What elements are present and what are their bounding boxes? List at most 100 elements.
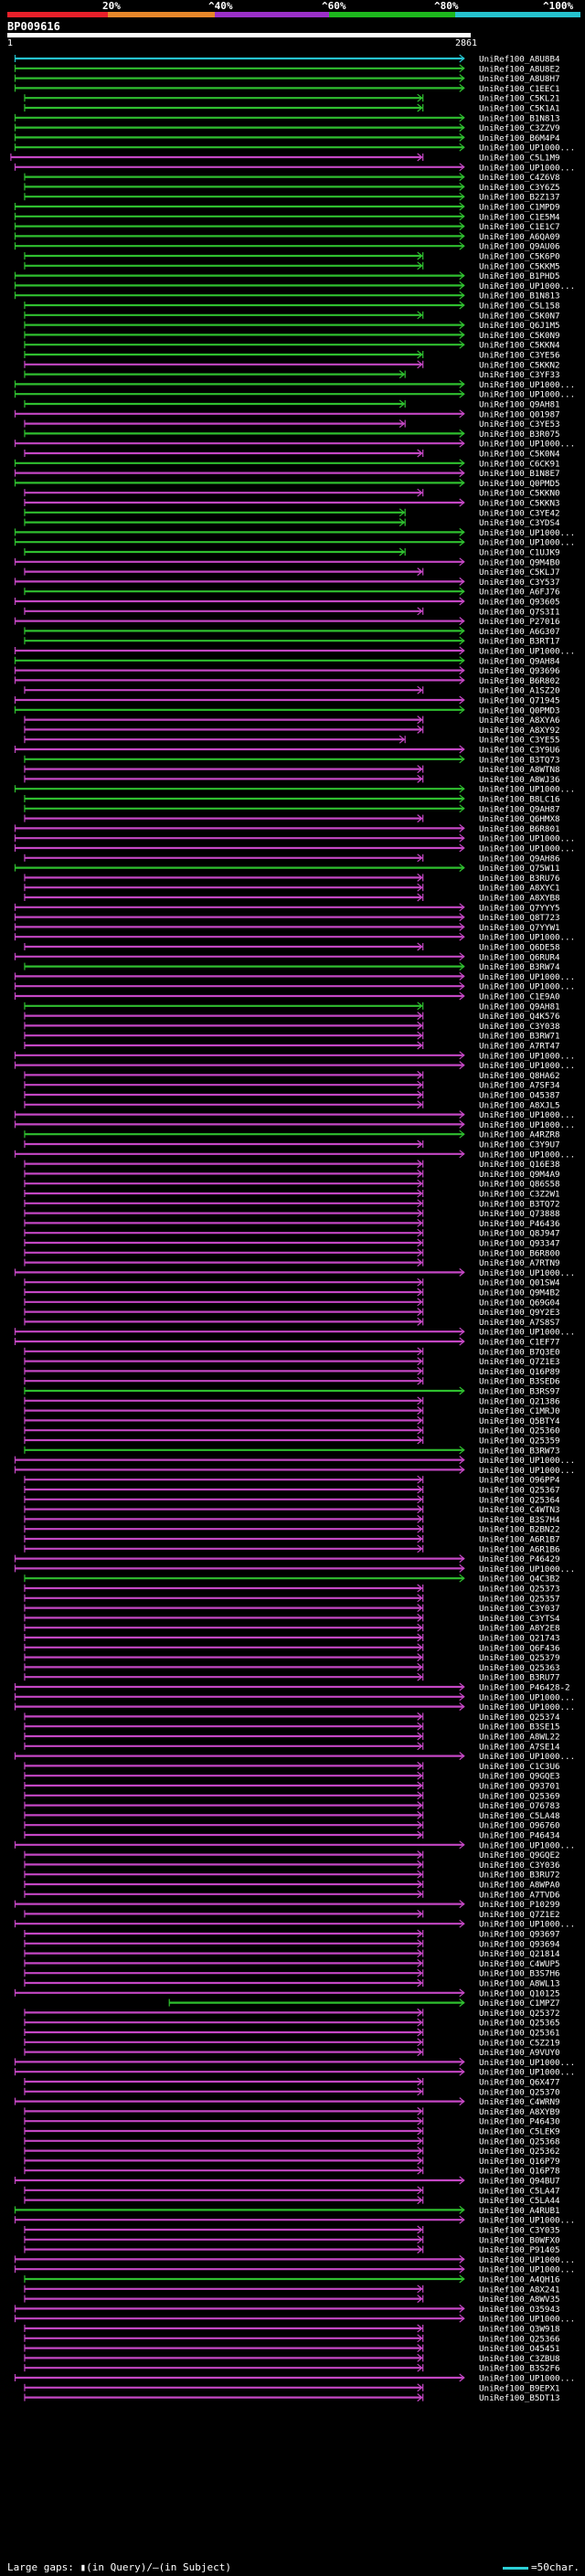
hit-row[interactable]: UniRef100_Q86S58: [24, 1180, 560, 1190]
hit-row[interactable]: UniRef100_A8WPA0: [24, 1881, 560, 1891]
hit-row[interactable]: UniRef100_A6G307: [24, 627, 560, 637]
hit-row[interactable]: UniRef100_B3RU77: [24, 1673, 560, 1683]
hit-row[interactable]: UniRef100_O96PP4: [24, 1476, 560, 1486]
hit-row[interactable]: UniRef100_UP1000...: [14, 2068, 576, 2078]
hit-row[interactable]: UniRef100_UP1000...: [14, 380, 576, 390]
hit-row[interactable]: UniRef100_A8WL13: [24, 1979, 560, 1989]
hit-row[interactable]: UniRef100_UP1000...: [14, 1110, 576, 1120]
hit-row[interactable]: UniRef100_UP1000...: [14, 647, 576, 657]
hit-row[interactable]: UniRef100_UP1000...: [14, 2255, 576, 2265]
hit-row[interactable]: UniRef100_C3YF33: [24, 370, 560, 380]
hit-row[interactable]: UniRef100_C5LEK9: [24, 2127, 560, 2137]
hit-row[interactable]: UniRef100_Q25365: [24, 2019, 560, 2029]
hit-row[interactable]: UniRef100_Q25364: [24, 1495, 560, 1505]
hit-row[interactable]: UniRef100_Q0PMD3: [14, 705, 560, 716]
hit-row[interactable]: UniRef100_UP1000...: [14, 440, 576, 450]
hit-row[interactable]: UniRef100_Q16P78: [24, 2167, 560, 2177]
hit-row[interactable]: UniRef100_Q21814: [24, 1949, 560, 1959]
hit-row[interactable]: UniRef100_B8LC16: [24, 795, 560, 805]
hit-row[interactable]: UniRef100_C3ZBU8: [24, 2354, 560, 2364]
hit-row[interactable]: UniRef100_UP1000...: [14, 538, 576, 548]
hit-row[interactable]: UniRef100_UP1000...: [14, 785, 576, 795]
hit-row[interactable]: UniRef100_UP1000...: [14, 281, 576, 292]
hit-row[interactable]: UniRef100_Q16E38: [24, 1160, 560, 1170]
hit-row[interactable]: UniRef100_C3Y537: [14, 578, 560, 588]
hit-row[interactable]: UniRef100_B5DT13: [24, 2393, 560, 2403]
hit-row[interactable]: UniRef100_B3S7H6: [24, 1969, 560, 1979]
hit-row[interactable]: UniRef100_C3YTS4: [24, 1614, 560, 1624]
hit-row[interactable]: UniRef100_B3RS97: [24, 1387, 560, 1397]
hit-row[interactable]: UniRef100_C3Z2W1: [24, 1190, 560, 1200]
hit-row[interactable]: UniRef100_C5K0N9: [24, 331, 560, 341]
hit-row[interactable]: UniRef100_UP1000...: [14, 1120, 576, 1130]
hit-row[interactable]: UniRef100_P46434: [24, 1831, 560, 1841]
hit-row[interactable]: UniRef100_Q7Z1E2: [24, 1910, 560, 1920]
hit-row[interactable]: UniRef100_B3RU72: [24, 1871, 560, 1881]
hit-row[interactable]: UniRef100_A8WJ36: [24, 775, 560, 785]
hit-row[interactable]: UniRef100_UP1000...: [14, 143, 576, 154]
hit-row[interactable]: UniRef100_C1UJK9: [24, 548, 560, 558]
hit-row[interactable]: UniRef100_UP1000...: [14, 2315, 576, 2325]
hit-row[interactable]: UniRef100_P46429: [14, 1554, 560, 1564]
hit-row[interactable]: UniRef100_C3YE42: [24, 508, 560, 518]
hit-row[interactable]: UniRef100_UP1000...: [14, 2058, 576, 2068]
hit-row[interactable]: UniRef100_P46430: [24, 2117, 560, 2127]
hit-row[interactable]: UniRef100_Q8T723: [14, 913, 560, 923]
hit-row[interactable]: UniRef100_Q7Z1E3: [24, 1357, 560, 1367]
hit-row[interactable]: UniRef100_UP1000...: [14, 1456, 576, 1466]
hit-row[interactable]: UniRef100_Q9Y2E3: [24, 1308, 560, 1318]
hit-row[interactable]: UniRef100_C5KKN2: [24, 360, 560, 370]
hit-row[interactable]: UniRef100_C5L1M9: [10, 154, 560, 164]
hit-row[interactable]: UniRef100_Q6J1M5: [24, 321, 560, 331]
hit-row[interactable]: UniRef100_Q25372: [24, 2009, 560, 2019]
hit-row[interactable]: UniRef100_Q25357: [24, 1594, 560, 1604]
hit-row[interactable]: UniRef100_C5K0N7: [24, 311, 560, 321]
hit-row[interactable]: UniRef100_B3SE15: [24, 1723, 560, 1733]
hit-row[interactable]: UniRef100_C3Y037: [24, 1604, 560, 1614]
hit-row[interactable]: UniRef100_B3S7H4: [24, 1515, 560, 1525]
hit-row[interactable]: UniRef100_C3Y6Z5: [24, 183, 560, 193]
hit-row[interactable]: UniRef100_C3Y036: [24, 1860, 560, 1871]
hit-row[interactable]: UniRef100_A6QA09: [14, 232, 560, 242]
hit-row[interactable]: UniRef100_B6R802: [14, 676, 560, 686]
hit-row[interactable]: UniRef100_UP1000...: [14, 1692, 576, 1702]
hit-row[interactable]: UniRef100_C5KKN0: [24, 489, 560, 499]
hit-row[interactable]: UniRef100_Q93696: [14, 666, 560, 676]
hit-row[interactable]: UniRef100_Q01SW4: [24, 1278, 560, 1288]
hit-row[interactable]: UniRef100_A8U8B4: [14, 55, 560, 65]
hit-row[interactable]: UniRef100_Q71945: [14, 696, 560, 706]
hit-row[interactable]: UniRef100_Q6HMX8: [24, 814, 560, 824]
hit-row[interactable]: UniRef100_Q25367: [24, 1486, 560, 1496]
hit-row[interactable]: UniRef100_B3TQ72: [24, 1199, 560, 1209]
hit-row[interactable]: UniRef100_B2Z137: [24, 193, 560, 203]
hit-row[interactable]: UniRef100_C5KKN3: [24, 499, 560, 509]
hit-row[interactable]: UniRef100_O45387: [24, 1091, 560, 1101]
hit-row[interactable]: UniRef100_Q25369: [24, 1791, 560, 1801]
hit-row[interactable]: UniRef100_P46436: [24, 1219, 560, 1229]
hit-row[interactable]: UniRef100_UP1000...: [14, 1752, 576, 1762]
hit-row[interactable]: UniRef100_B1N813: [14, 292, 560, 302]
hit-row[interactable]: UniRef100_P10299: [14, 1900, 560, 1910]
hit-row[interactable]: UniRef100_O35943: [14, 2305, 560, 2315]
hit-row[interactable]: UniRef100_C4WTN3: [24, 1505, 560, 1515]
hit-row[interactable]: UniRef100_B6R800: [24, 1248, 560, 1258]
hit-row[interactable]: UniRef100_C6CK91: [14, 459, 560, 469]
hit-row[interactable]: UniRef100_P46428-2: [14, 1683, 570, 1693]
hit-row[interactable]: UniRef100_A8U8E2: [14, 64, 560, 74]
hit-row[interactable]: UniRef100_C3ZZV9: [14, 123, 560, 133]
hit-row[interactable]: UniRef100_B3TQ73: [24, 755, 560, 765]
hit-row[interactable]: UniRef100_B3RW71: [24, 1032, 560, 1042]
hit-row[interactable]: UniRef100_Q75W11: [14, 864, 560, 874]
hit-row[interactable]: UniRef100_Q16P89: [24, 1367, 560, 1377]
hit-row[interactable]: UniRef100_Q25368: [24, 2136, 560, 2147]
hit-row[interactable]: UniRef100_B3S2F6: [24, 2364, 560, 2374]
hit-row[interactable]: UniRef100_C3YE56: [24, 351, 560, 361]
hit-row[interactable]: UniRef100_C1E9A0: [14, 992, 560, 1002]
hit-row[interactable]: UniRef100_O45451: [24, 2344, 560, 2354]
hit-row[interactable]: UniRef100_B3R075: [24, 429, 560, 440]
hit-row[interactable]: UniRef100_Q25374: [24, 1712, 560, 1723]
hit-row[interactable]: UniRef100_Q21743: [24, 1634, 560, 1644]
hit-row[interactable]: UniRef100_P91405: [24, 2245, 560, 2255]
hit-row[interactable]: UniRef100_A7SE14: [24, 1742, 560, 1752]
hit-row[interactable]: UniRef100_Q25360: [24, 1426, 560, 1436]
